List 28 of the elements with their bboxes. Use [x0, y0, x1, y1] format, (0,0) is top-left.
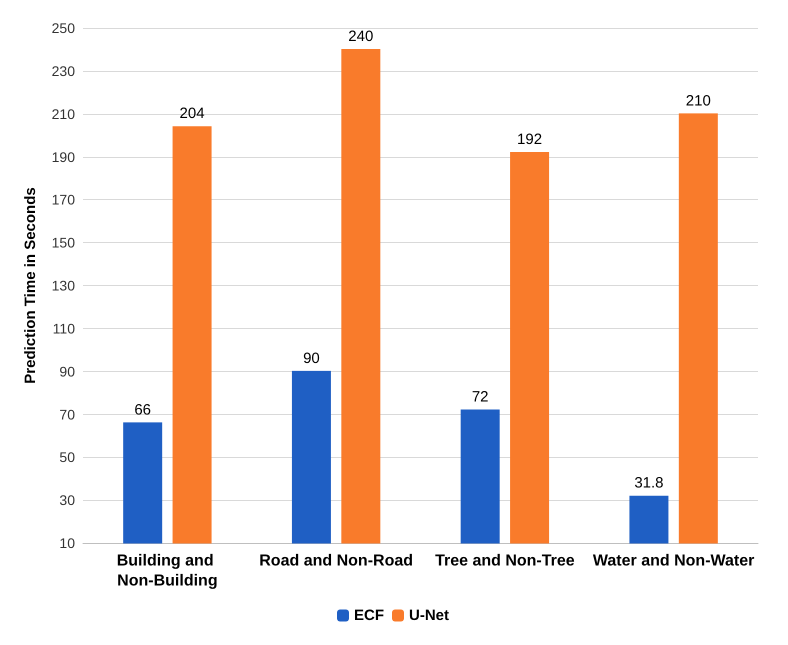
y-tick-label: 90	[59, 363, 76, 380]
y-tick-label: 210	[52, 106, 76, 122]
y-tick-label: 110	[52, 320, 76, 336]
y-tick-label: 170	[52, 192, 76, 208]
data-label: 204	[180, 105, 205, 122]
y-tick-label: 130	[52, 278, 76, 294]
data-label: 31.8	[634, 474, 664, 492]
y-tick-label: 250	[52, 20, 76, 36]
x-tick-label: Road and Non-Road	[259, 552, 414, 570]
y-tick-label: 50	[59, 449, 76, 466]
data-label: 240	[348, 28, 374, 45]
y-tick-label: 30	[59, 492, 76, 508]
y-axis-title: Prediction Time in Seconds	[22, 187, 39, 384]
y-tick-label: 150	[52, 234, 76, 251]
data-label: 72	[472, 388, 489, 406]
x-tick-label: Tree and Non-Tree	[435, 552, 575, 570]
data-label: 90	[303, 350, 320, 367]
y-tick-label: 70	[59, 406, 76, 422]
x-tick-label: Water and Non-Water	[592, 552, 754, 570]
data-label: 210	[686, 92, 711, 110]
y-tick-label: 230	[52, 62, 76, 79]
legend-label: ECF	[354, 607, 384, 624]
y-tick-label: 190	[52, 148, 76, 165]
legend-label: U-Net	[409, 607, 450, 624]
data-label: 192	[517, 130, 542, 148]
y-tick-label: 10	[59, 535, 76, 551]
x-tick-label: Building and Non-Building	[116, 552, 218, 590]
data-label: 66	[134, 401, 152, 418]
